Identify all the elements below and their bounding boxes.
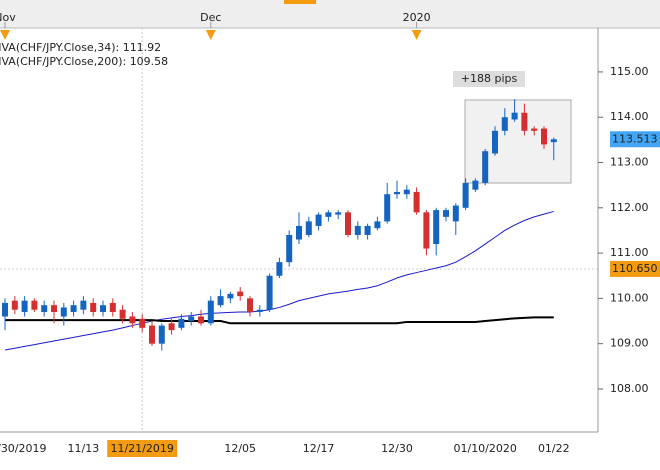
candle-body (51, 305, 57, 312)
candle-body (511, 112, 518, 120)
candle-body (90, 302, 97, 312)
moving-average-line (5, 316, 554, 325)
legend-entry: MVA(CHF/JPY.Close,34): 111.92 (0, 41, 161, 54)
month-marker (205, 30, 216, 40)
month-label: Nov (0, 11, 16, 24)
x-tick-label: 11/21/2019 (110, 442, 173, 455)
annotation-label: +188 pips (461, 72, 518, 85)
price-tag-label: 113.513 (612, 132, 658, 145)
legend-entry: MVA(CHF/JPY.Close,200): 109.58 (0, 55, 168, 68)
candle-body (345, 212, 351, 235)
y-tick-label: 110.00 (610, 291, 649, 304)
candle-body (452, 205, 459, 222)
candle-body (286, 234, 293, 263)
y-tick-label: 115.00 (610, 65, 649, 78)
y-tick-label: 113.00 (610, 156, 649, 169)
candle-body (70, 305, 77, 312)
candle-body (550, 139, 557, 143)
candle-body (139, 318, 146, 328)
candle-body (149, 325, 155, 344)
candle-body (305, 221, 312, 235)
candle-body (521, 112, 528, 131)
x-tick-label: 01/22 (538, 442, 570, 455)
candle-body (394, 191, 400, 195)
candle-body (315, 214, 322, 226)
y-tick-label: 109.00 (610, 337, 649, 350)
candle-body (2, 302, 8, 317)
candle-body (100, 305, 106, 312)
x-tick-label: 11/13 (68, 442, 100, 455)
y-tick-label: 108.00 (610, 382, 649, 395)
month-marker (0, 30, 10, 40)
candle-body (256, 309, 263, 312)
candle-body (247, 298, 253, 312)
candle-body (384, 194, 391, 222)
candle-body (168, 323, 175, 331)
candle-body (364, 225, 371, 235)
y-tick-label: 114.00 (610, 110, 649, 123)
candle-body (325, 212, 332, 217)
candle-body (41, 305, 48, 312)
candle-body (472, 180, 479, 190)
candle-body (403, 189, 410, 195)
scroll-handle[interactable] (284, 0, 316, 4)
candle-body (21, 300, 28, 312)
candle-body (80, 300, 87, 310)
candle-body (335, 212, 342, 215)
candle-body (129, 316, 136, 324)
x-label-highlight (107, 440, 178, 457)
crosshair-tag (610, 260, 660, 277)
candle-body (119, 309, 126, 319)
x-tick-label: 12/17 (303, 442, 335, 455)
annotation-label-box (453, 71, 525, 87)
x-tick-label: 01/10/2020 (453, 442, 516, 455)
candle-body (492, 130, 498, 154)
candle-body (354, 225, 361, 235)
candle-body (31, 300, 38, 310)
candle-body (433, 210, 440, 245)
month-marker (411, 30, 422, 40)
month-label: 2020 (403, 11, 431, 24)
candle-body (266, 275, 273, 310)
candle-body (501, 117, 508, 131)
month-label: Dec (200, 11, 221, 24)
crosshair-tag-label: 110.650 (612, 262, 658, 275)
candle-body (198, 316, 204, 324)
candle-body (276, 262, 283, 276)
moving-average-line (4, 210, 554, 351)
plot-area (0, 28, 598, 432)
candle-body (227, 293, 234, 299)
candle-body (482, 151, 489, 183)
candle-body (109, 302, 116, 312)
candle-body (423, 212, 430, 249)
y-tick-label: 111.00 (610, 246, 649, 259)
x-tick-label: 10/30/2019 (0, 442, 47, 455)
candle-body (374, 221, 381, 229)
candle-body (158, 325, 165, 344)
candle-body (541, 128, 547, 145)
candle-body (462, 182, 469, 208)
candle-body (178, 318, 185, 328)
candle-body (296, 225, 302, 240)
y-tick-label: 112.00 (610, 201, 649, 214)
x-tick-label: 12/30 (381, 442, 413, 455)
candle-body (11, 300, 18, 310)
candle-body (443, 210, 449, 217)
candle-body (237, 291, 244, 297)
price-tag (610, 131, 660, 148)
candle-body (531, 128, 538, 131)
x-tick-label: 12/05 (224, 442, 256, 455)
candle-body (413, 191, 420, 213)
candle-body (207, 300, 214, 324)
time-strip (0, 0, 660, 28)
candle-body (60, 307, 67, 317)
candle-body (217, 296, 224, 306)
candle-body (188, 316, 195, 322)
